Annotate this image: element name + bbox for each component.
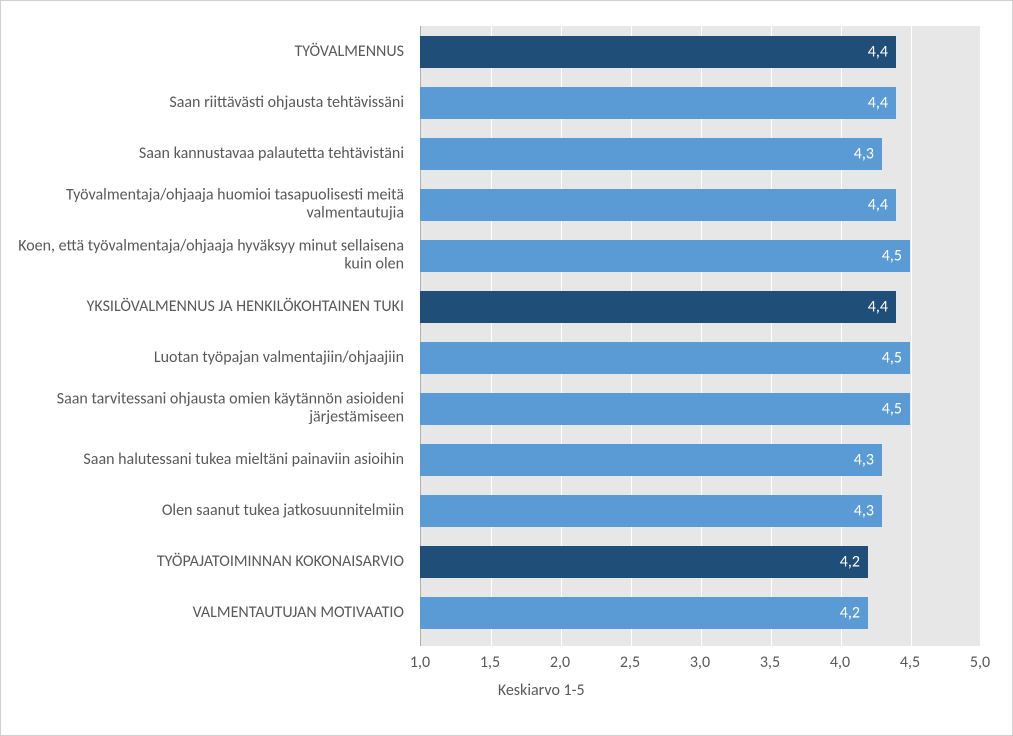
- bar-value-label: 4,4: [868, 43, 888, 62]
- x-tick-label: 2,0: [550, 653, 570, 672]
- bar-header: 4,4: [420, 36, 896, 68]
- bar-label: Olen saanut tukea jatkosuunnitelmiin: [17, 502, 412, 520]
- bar-label: Luotan työpajan valmentajiin/ohjaajiin: [17, 349, 412, 367]
- x-tick-label: 2,5: [620, 653, 640, 672]
- bar-value-label: 4,3: [854, 451, 874, 470]
- bar-label: YKSILÖVALMENNUS JA HENKILÖKOHTAINEN TUKI: [17, 298, 412, 316]
- bar-item: 4,3: [420, 495, 882, 527]
- bar-header: 4,4: [420, 291, 896, 323]
- gridline: [911, 26, 912, 646]
- bar-value-label: 4,3: [854, 145, 874, 164]
- bar-value-label: 4,2: [840, 604, 860, 623]
- bar-value-label: 4,5: [882, 400, 902, 419]
- bar-label: TYÖVALMENNUS: [17, 43, 412, 61]
- bar-item: 4,5: [420, 240, 910, 272]
- x-tick-label: 3,5: [760, 653, 780, 672]
- bar-label: VALMENTAUTUJAN MOTIVAATIO: [17, 604, 412, 622]
- bar-item: 4,5: [420, 393, 910, 425]
- chart-container: Keskiarvo 1-5 1,0 1,5 2,0 2,5 3,0 3,5 4,0 4,5 5,…: [0, 0, 1013, 736]
- x-tick-label: 4,5: [900, 653, 920, 672]
- bar-item: 4,3: [420, 138, 882, 170]
- bar-label: Saan riittävästi ohjausta tehtävissäni: [17, 94, 412, 112]
- bar-label: Saan kannustavaa palautetta tehtävistäni: [17, 145, 412, 163]
- x-axis-title: Keskiarvo 1-5: [498, 681, 585, 700]
- bar-value-label: 4,5: [882, 349, 902, 368]
- bar-value-label: 4,4: [868, 196, 888, 215]
- bar-value-label: 4,2: [840, 553, 860, 572]
- bar-item: 4,5: [420, 342, 910, 374]
- bar-label: Saan halutessani tukea mieltäni painavii…: [17, 451, 412, 469]
- bar-item: 4,2: [420, 597, 868, 629]
- bar-label: Työvalmentaja/ohjaaja huomioi tasapuolis…: [17, 187, 412, 224]
- bar-label: Koen, että työvalmentaja/ohjaaja hyväksy…: [17, 238, 412, 275]
- bar-header: 4,2: [420, 546, 868, 578]
- bar-label: TYÖPAJATOIMINNAN KOKONAISARVIO: [17, 553, 412, 571]
- x-tick-label: 4,0: [830, 653, 850, 672]
- bar-label: Saan tarvitessani ohjausta omien käytänn…: [17, 391, 412, 428]
- gridline: [981, 26, 982, 646]
- x-tick-label: 1,5: [480, 653, 500, 672]
- bar-value-label: 4,4: [868, 298, 888, 317]
- bar-value-label: 4,5: [882, 247, 902, 266]
- x-tick-label: 5,0: [970, 653, 990, 672]
- bar-value-label: 4,3: [854, 502, 874, 521]
- x-tick-label: 1,0: [410, 653, 430, 672]
- bar-item: 4,4: [420, 87, 896, 119]
- bar-item: 4,4: [420, 189, 896, 221]
- bar-value-label: 4,4: [868, 94, 888, 113]
- bar-item: 4,3: [420, 444, 882, 476]
- x-tick-label: 3,0: [690, 653, 710, 672]
